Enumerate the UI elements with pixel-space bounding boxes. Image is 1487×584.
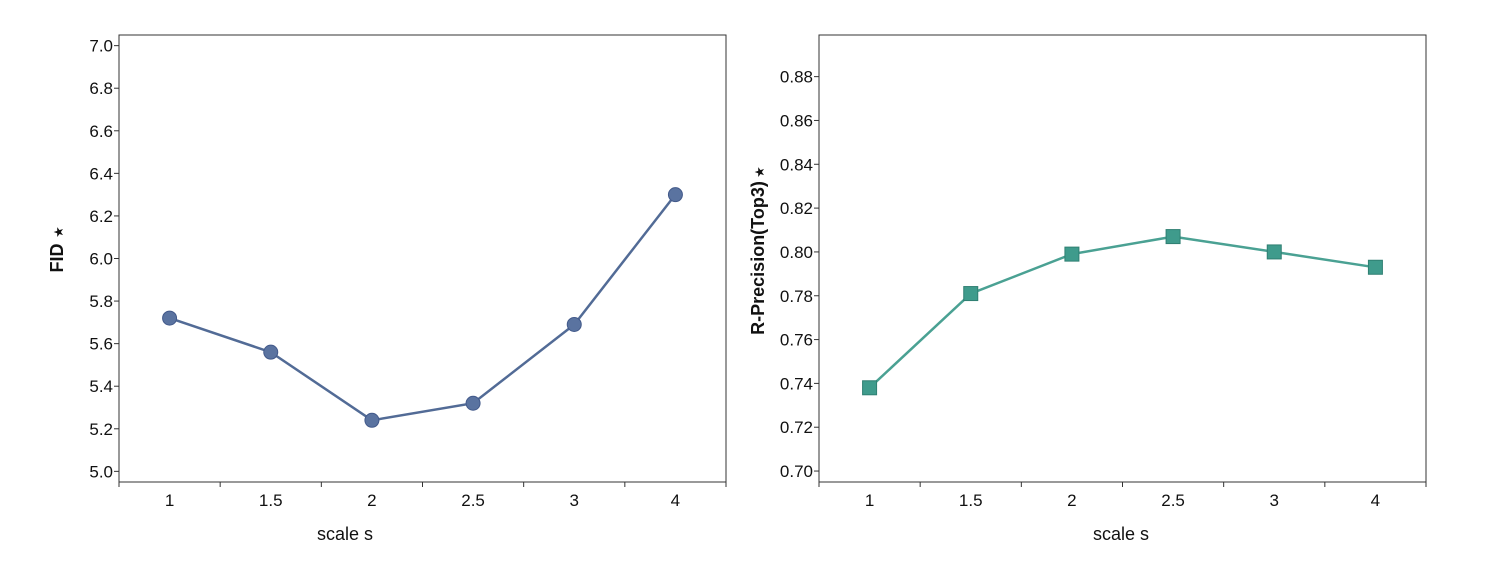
r-precision-x-tick-label: 3 <box>1270 491 1279 510</box>
r-precision-y-tick-label: 0.80 <box>780 243 813 262</box>
fid-line <box>169 193 677 422</box>
fid-y-axis-label-group: FID ★ <box>47 226 67 272</box>
r-precision-y-axis-label-group: R-Precision(Top3) ★ <box>748 166 768 335</box>
r-precision-series <box>862 229 1383 396</box>
fid-data-point <box>263 344 279 360</box>
fid-data-point <box>364 412 380 428</box>
fid-series <box>162 187 683 428</box>
fid-y-tick-label: 5.2 <box>89 420 113 439</box>
fid-data-point <box>162 310 178 326</box>
r-precision-y-tick-label: 0.82 <box>780 199 813 218</box>
r-precision-x-axis: 1 1.5 2 2.5 3 4 <box>818 482 1427 510</box>
fid-data-point <box>465 395 481 411</box>
r-precision-y-tick-label: 0.74 <box>780 374 813 393</box>
r-precision-data-point <box>862 380 878 396</box>
r-precision-y-tick-label: 0.70 <box>780 462 813 481</box>
r-precision-x-axis-label: scale s <box>1093 524 1149 544</box>
r-precision-x-tick-label: 1 <box>865 491 874 510</box>
r-precision-x-tick-label: 4 <box>1371 491 1380 510</box>
fid-y-tick-label: 6.4 <box>89 164 113 183</box>
r-precision-chart: 0.70 0.72 0.74 0.76 0.78 0.80 0.82 0.84 0.86 0.88… <box>748 34 1427 544</box>
fid-chart: 5.0 5.2 5.4 5.6 5.8 6.0 6.2 6.4 6.6 6.8 7.0 1 1.5 2 2… <box>47 34 727 544</box>
r-precision-y-tick-label: 0.72 <box>780 418 813 437</box>
r-precision-data-point <box>1367 259 1383 275</box>
fid-y-tick-label: 6.6 <box>89 122 113 141</box>
r-precision-plot-frame <box>818 34 1427 483</box>
r-precision-line <box>868 235 1376 389</box>
fid-y-tick-label: 6.0 <box>89 250 113 269</box>
fid-plot-frame <box>118 34 727 483</box>
fid-x-tick-label: 1 <box>165 491 174 510</box>
fid-x-tick-label: 2.5 <box>461 491 485 510</box>
fid-x-tick-label: 1.5 <box>259 491 283 510</box>
fid-y-tick-label: 7.0 <box>89 37 113 56</box>
fid-x-tick-label: 3 <box>570 491 579 510</box>
fid-x-axis: 1 1.5 2 2.5 3 4 <box>118 482 727 510</box>
r-precision-y-tick-label: 0.76 <box>780 331 813 350</box>
r-precision-y-tick-label: 0.88 <box>780 68 813 87</box>
fid-y-tick-label: 5.4 <box>89 377 113 396</box>
fid-data-point <box>667 187 683 203</box>
r-precision-data-point <box>963 286 979 302</box>
fid-y-axis: 5.0 5.2 5.4 5.6 5.8 6.0 6.2 6.4 6.6 6.8 7.0 <box>89 37 119 481</box>
star-icon: ★ <box>51 226 66 238</box>
r-precision-y-axis: 0.70 0.72 0.74 0.76 0.78 0.80 0.82 0.84 0.86 0.88 <box>780 68 819 481</box>
fid-x-tick-label: 4 <box>671 491 680 510</box>
fid-y-tick-label: 5.8 <box>89 292 113 311</box>
fid-x-axis-label: scale s <box>317 524 373 544</box>
r-precision-x-tick-label: 1.5 <box>959 491 983 510</box>
star-icon: ★ <box>752 166 767 178</box>
fid-data-point <box>566 316 582 332</box>
fid-y-tick-label: 6.2 <box>89 207 113 226</box>
r-precision-data-point <box>1064 246 1080 262</box>
r-precision-y-tick-label: 0.78 <box>780 287 813 306</box>
r-precision-x-tick-label: 2 <box>1067 491 1076 510</box>
fid-y-tick-label: 6.8 <box>89 79 113 98</box>
r-precision-data-point <box>1266 244 1282 260</box>
fid-x-tick-label: 2 <box>367 491 376 510</box>
r-precision-y-tick-label: 0.86 <box>780 111 813 130</box>
r-precision-y-tick-label: 0.84 <box>780 155 813 174</box>
r-precision-x-tick-label: 2.5 <box>1161 491 1185 510</box>
r-precision-data-point <box>1165 229 1181 245</box>
fid-y-axis-label: FID <box>47 244 67 273</box>
r-precision-y-axis-label: R-Precision(Top3) <box>748 181 768 335</box>
fid-y-tick-label: 5.6 <box>89 335 113 354</box>
fid-y-tick-label: 5.0 <box>89 462 113 481</box>
